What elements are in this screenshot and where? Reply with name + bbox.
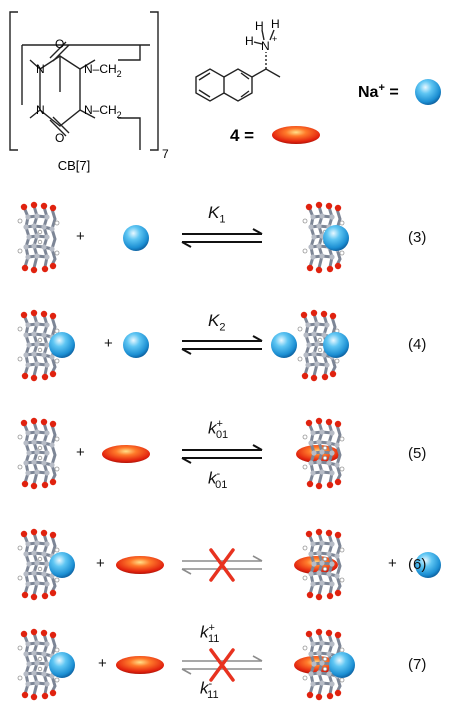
- oxygen-top: O: [55, 37, 64, 51]
- ammonium-h2: H: [245, 34, 254, 48]
- equation-3: [16, 200, 349, 275]
- equation-number: (5): [408, 445, 427, 462]
- reverse-arrow: [181, 457, 262, 464]
- plus-sign: +: [96, 555, 105, 572]
- nitrogen-2: N: [36, 103, 45, 117]
- equation-7: [16, 627, 355, 702]
- ch2-bottom: N–CH2: [84, 103, 122, 120]
- equilibrium-arrows: [181, 228, 263, 682]
- forward-arrow: [182, 335, 263, 342]
- reverse-arrow: [181, 568, 262, 575]
- plus-sign: +: [76, 228, 85, 245]
- k01-forward-label: k+01: [208, 418, 229, 442]
- equation-number: (6): [408, 556, 427, 573]
- ammonium-plus: +: [272, 34, 277, 44]
- forward-arrow: [182, 228, 263, 235]
- nitrogen-1: N: [36, 62, 45, 76]
- blocked-cross-icon: [209, 648, 235, 682]
- equation-5: [16, 416, 346, 491]
- forward-arrow: [182, 444, 263, 451]
- k2-label: K2: [208, 311, 226, 334]
- forward-arrow: [182, 655, 263, 662]
- sodium-sphere-legend: [415, 79, 441, 105]
- sodium-label: Na+ =: [358, 82, 399, 101]
- plus-sign: +: [98, 655, 107, 672]
- equation-number: (4): [408, 336, 427, 353]
- ammonium-n: N: [261, 39, 270, 53]
- oxygen-bottom: O: [55, 131, 64, 145]
- plus-sign: +: [76, 444, 85, 461]
- equation-number: (3): [408, 229, 427, 246]
- reverse-arrow: [181, 668, 262, 675]
- k11-forward-label: k+11: [200, 622, 220, 646]
- k01-reverse-label: k-01: [208, 468, 228, 492]
- equation-6: [16, 527, 441, 602]
- sodium-sphere-bound: [323, 225, 349, 251]
- equation-4: [16, 308, 349, 383]
- k11-reverse-label: k-11: [200, 678, 219, 702]
- ammonium-h3: H: [271, 17, 280, 31]
- cb7-structure: [9, 11, 159, 151]
- reverse-arrow: [181, 241, 262, 248]
- plus-sign: +: [388, 555, 397, 572]
- sodium-sphere: [123, 225, 149, 251]
- guest-ellipse-legend: [272, 126, 320, 144]
- repeat-subscript: 7: [162, 147, 169, 161]
- forward-arrow: [182, 555, 263, 562]
- reverse-arrow: [181, 348, 262, 355]
- equation-number: (7): [408, 656, 427, 673]
- plus-sign: +: [104, 335, 113, 352]
- cb7-label: CB[7]: [58, 158, 91, 173]
- blocked-cross-icon: [209, 548, 235, 582]
- k1-label: K1: [208, 203, 226, 226]
- guest-ellipse: [102, 445, 150, 463]
- guest-label: 4 =: [230, 126, 254, 145]
- ch2-top: N–CH2: [84, 62, 122, 79]
- ammonium-h1: H: [255, 19, 264, 33]
- guest-molecule-4: [195, 29, 281, 102]
